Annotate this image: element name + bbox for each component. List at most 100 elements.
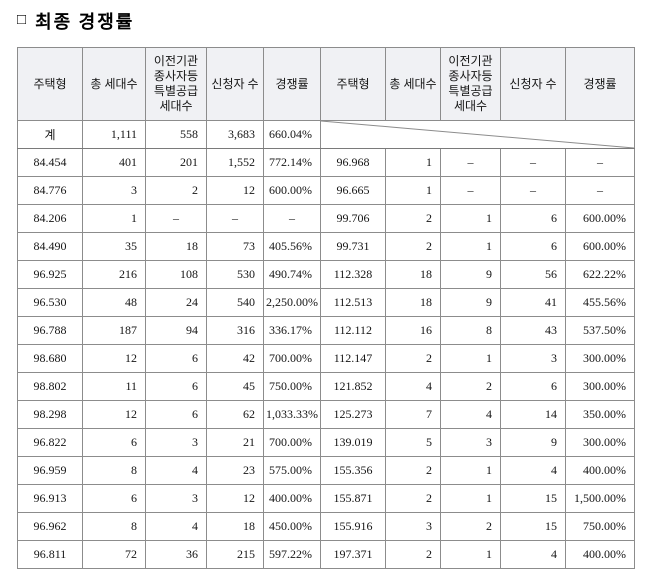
cell-right-type: 112.328	[320, 260, 386, 289]
cell-left-special: 2	[145, 176, 207, 205]
table-row: 98.298 12 6 62 1,033.33% 125.273 7 4 14 350.00%	[17, 400, 635, 429]
cell-right-special: 1	[440, 540, 501, 569]
cell-left-rate: 336.17%	[263, 316, 321, 345]
table-row: 96.530 48 24 540 2,250.00% 112.513 18 9 41 455.56…	[17, 288, 635, 317]
cell-right-total: 2	[385, 204, 441, 233]
col-header-type-left: 주택형	[17, 47, 83, 121]
cell-left-special: 4	[145, 512, 207, 541]
col-header-total-right: 총 세대수	[385, 47, 441, 121]
document-page: □ 최종 경쟁률 주택형 총 세대수 이전기관 종사자등 특별공급 세대수 신청…	[17, 11, 635, 569]
cell-left-rate: 405.56%	[263, 232, 321, 261]
cell-right-applicants: 15	[500, 512, 566, 541]
cell-right-total: 18	[385, 260, 441, 289]
cell-right-total: 5	[385, 428, 441, 457]
cell-left-type: 96.925	[17, 260, 83, 289]
cell-left-applicants: 12	[206, 484, 264, 513]
cell-right-rate: 400.00%	[565, 456, 635, 485]
table-row: 96.788 187 94 316 336.17% 112.112 16 8 43 537.50%	[17, 316, 635, 345]
cell-left-rate: 750.00%	[263, 372, 321, 401]
cell-left-applicants: 62	[206, 400, 264, 429]
col-header-rate-right: 경쟁률	[565, 47, 635, 121]
cell-left-type: 96.959	[17, 456, 83, 485]
cell-right-rate: 300.00%	[565, 344, 635, 373]
cell-right-total: 2	[385, 540, 441, 569]
cell-right-total: 1	[385, 176, 441, 205]
cell-right-special: 9	[440, 260, 501, 289]
cell-right-total: 7	[385, 400, 441, 429]
total-rate: 660.04%	[263, 120, 321, 149]
cell-left-type: 96.811	[17, 540, 83, 569]
cell-left-total: 48	[82, 288, 146, 317]
col-header-total-left: 총 세대수	[82, 47, 146, 121]
cell-right-type: 139.019	[320, 428, 386, 457]
cell-right-type: 155.916	[320, 512, 386, 541]
cell-left-applicants: 316	[206, 316, 264, 345]
cell-right-type: 112.513	[320, 288, 386, 317]
cell-right-rate: 750.00%	[565, 512, 635, 541]
table-row: 96.925 216 108 530 490.74% 112.328 18 9 56 622.22…	[17, 260, 635, 289]
diagonal-line	[321, 121, 634, 148]
square-bullet-icon: □	[17, 11, 27, 28]
cell-left-applicants: 73	[206, 232, 264, 261]
cell-right-type: 96.665	[320, 176, 386, 205]
cell-left-applicants: 540	[206, 288, 264, 317]
cell-right-rate: 350.00%	[565, 400, 635, 429]
cell-right-special: 2	[440, 512, 501, 541]
table-row: 98.680 12 6 42 700.00% 112.147 2 1 3 300.00%	[17, 344, 635, 373]
cell-left-type: 84.206	[17, 204, 83, 233]
cell-right-applicants: 41	[500, 288, 566, 317]
cell-left-rate: 597.22%	[263, 540, 321, 569]
cell-left-applicants: 45	[206, 372, 264, 401]
cell-right-special: 3	[440, 428, 501, 457]
total-households: 1,111	[82, 120, 146, 149]
cell-right-special: 2	[440, 372, 501, 401]
table-row: 96.913 6 3 12 400.00% 155.871 2 1 15 1,500.00%	[17, 484, 635, 513]
cell-left-special: –	[145, 204, 207, 233]
cell-left-rate: 1,033.33%	[263, 400, 321, 429]
cell-left-total: 35	[82, 232, 146, 261]
cell-right-special: 1	[440, 456, 501, 485]
cell-left-total: 6	[82, 484, 146, 513]
cell-right-rate: 600.00%	[565, 204, 635, 233]
cell-left-special: 36	[145, 540, 207, 569]
cell-right-applicants: 9	[500, 428, 566, 457]
cell-left-type: 96.822	[17, 428, 83, 457]
cell-right-total: 3	[385, 512, 441, 541]
cell-left-type: 98.802	[17, 372, 83, 401]
cell-right-applicants: –	[500, 176, 566, 205]
col-header-type-right: 주택형	[320, 47, 386, 121]
cell-right-type: 155.356	[320, 456, 386, 485]
header-row: 주택형 총 세대수 이전기관 종사자등 특별공급 세대수 신청자 수 경쟁률 주…	[17, 47, 635, 121]
cell-right-rate: 537.50%	[565, 316, 635, 345]
cell-right-applicants: 6	[500, 372, 566, 401]
cell-right-special: –	[440, 148, 501, 177]
cell-right-total: 2	[385, 456, 441, 485]
cell-right-applicants: 14	[500, 400, 566, 429]
cell-right-total: 2	[385, 484, 441, 513]
table-row: 84.776 3 2 12 600.00% 96.665 1– – –	[17, 176, 635, 205]
cell-right-type: 99.731	[320, 232, 386, 261]
cell-right-total: 2	[385, 344, 441, 373]
table-row: 84.490 35 18 73 405.56% 99.731 2 1 6 600.00%	[17, 232, 635, 261]
cell-left-applicants: 1,552	[206, 148, 264, 177]
cell-left-special: 18	[145, 232, 207, 261]
cell-left-total: 72	[82, 540, 146, 569]
cell-left-applicants: –	[206, 204, 264, 233]
col-header-applicants-right: 신청자 수	[500, 47, 566, 121]
cell-left-applicants: 23	[206, 456, 264, 485]
cell-right-special: 1	[440, 344, 501, 373]
cell-left-special: 3	[145, 428, 207, 457]
cell-right-total: 4	[385, 372, 441, 401]
total-row: 계 1,111 558 3,683 660.04%	[17, 120, 635, 149]
table-row: 84.206 1– – –99.706 2 1 6 600.00%	[17, 204, 635, 233]
cell-right-total: 18	[385, 288, 441, 317]
cell-left-rate: 575.00%	[263, 456, 321, 485]
cell-right-rate: 300.00%	[565, 428, 635, 457]
cell-left-rate: 600.00%	[263, 176, 321, 205]
cell-left-rate: 490.74%	[263, 260, 321, 289]
cell-right-special: 1	[440, 484, 501, 513]
table-row: 98.802 11 6 45 750.00% 121.852 4 2 6 300.00%	[17, 372, 635, 401]
cell-right-total: 2	[385, 232, 441, 261]
cell-left-special: 108	[145, 260, 207, 289]
cell-left-applicants: 21	[206, 428, 264, 457]
